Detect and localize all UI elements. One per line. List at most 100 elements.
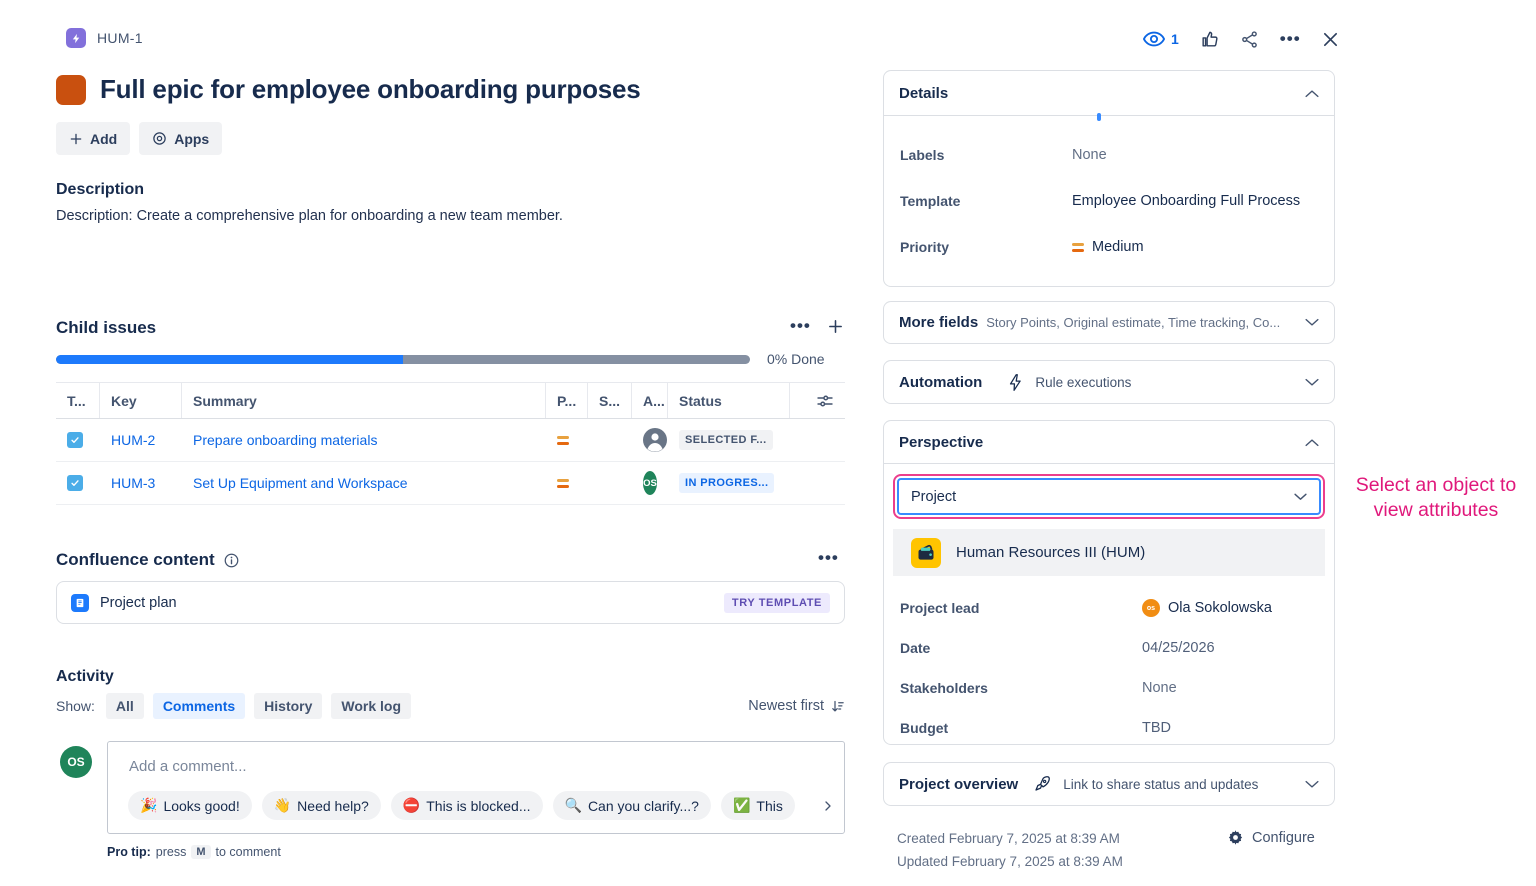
table-settings-button[interactable] [790, 383, 845, 418]
field-stakeholders[interactable]: Stakeholders None [900, 680, 1177, 696]
close-button[interactable] [1322, 31, 1339, 48]
field-template[interactable]: Template Employee Onboarding Full Proces… [900, 193, 1301, 209]
chevron-down-icon[interactable] [1305, 378, 1319, 387]
eye-icon [1143, 31, 1165, 47]
add-button[interactable]: Add [56, 122, 131, 155]
issue-summary-link[interactable]: Set Up Equipment and Workspace [193, 475, 408, 491]
project-object-name: Human Resources III (HUM) [956, 544, 1146, 561]
issue-key-link[interactable]: HUM-3 [111, 475, 156, 491]
project-overview-panel[interactable]: Project overview Link to share status an… [883, 762, 1335, 806]
sort-order-button[interactable]: Newest first [748, 698, 845, 714]
comment-input[interactable]: Add a comment... 🎉 Looks good! 👋 Need help… [107, 741, 845, 834]
chevron-down-icon[interactable] [1305, 318, 1319, 327]
info-icon[interactable] [224, 553, 239, 568]
quick-replies-next-button[interactable] [822, 799, 834, 813]
col-type[interactable]: T... [56, 383, 100, 418]
automation-panel[interactable]: Automation Rule executions [883, 360, 1335, 404]
field-priority[interactable]: Priority Medium [900, 239, 1144, 255]
confluence-more-button[interactable]: ••• [818, 548, 839, 567]
apps-button[interactable]: Apps [139, 122, 223, 155]
perspective-object-select[interactable]: Project [897, 478, 1321, 515]
chevron-up-icon[interactable] [1305, 89, 1319, 98]
no-entry-icon: ⛔ [402, 797, 421, 813]
more-fields-summary: Story Points, Original estimate, Time tr… [986, 315, 1281, 330]
thumbs-up-icon [1202, 31, 1218, 47]
issue-key-link[interactable]: HUM-1 [97, 30, 143, 46]
quick-reply-clarify[interactable]: 🔍 Can you clarify...? [552, 791, 711, 820]
automation-heading: Automation [899, 373, 983, 391]
filter-history[interactable]: History [254, 693, 323, 719]
child-issues-heading: Child issues [56, 318, 157, 337]
child-issues-more-button[interactable]: ••• [790, 316, 811, 335]
description-body[interactable]: Description: Create a comprehensive plan… [56, 208, 563, 224]
more-fields-panel[interactable]: More fields Story Points, Original estim… [883, 301, 1335, 344]
activity-heading: Activity [56, 668, 114, 685]
field-date[interactable]: Date 04/25/2026 [900, 640, 1215, 656]
confluence-page-title[interactable]: Project plan [100, 594, 177, 611]
col-status[interactable]: Status [668, 383, 790, 418]
assignee-avatar[interactable]: OS [643, 471, 657, 495]
share-icon [1241, 30, 1257, 48]
issue-summary-link[interactable]: Prepare onboarding materials [193, 432, 378, 448]
field-budget[interactable]: Budget TBD [900, 720, 1171, 736]
confluence-heading: Confluence content [56, 550, 215, 569]
issue-key-link[interactable]: HUM-2 [111, 432, 156, 448]
chevron-right-icon [825, 801, 831, 811]
epic-color-swatch[interactable] [56, 74, 86, 105]
document-icon [71, 593, 89, 612]
chevron-up-icon[interactable] [1305, 438, 1319, 447]
child-issues-table: T... Key Summary P... S... A... Status H… [56, 382, 845, 505]
filter-worklog[interactable]: Work log [331, 693, 412, 719]
col-s[interactable]: S... [588, 383, 632, 418]
check-icon: ✅ [732, 797, 751, 813]
progress-fill [56, 355, 403, 364]
quick-reply-this[interactable]: ✅ This [720, 791, 795, 820]
filter-comments[interactable]: Comments [152, 693, 246, 719]
table-row[interactable]: HUM-3 Set Up Equipment and Workspace OS … [56, 462, 845, 505]
chevron-down-icon [1294, 493, 1307, 500]
col-key[interactable]: Key [100, 383, 182, 418]
priority-medium-icon[interactable] [557, 435, 569, 445]
party-icon: 🎉 [140, 797, 158, 813]
table-row[interactable]: HUM-2 Prepare onboarding materials SELEC… [56, 419, 845, 462]
close-icon [1323, 32, 1337, 46]
field-labels[interactable]: Labels None [900, 147, 1107, 163]
keyboard-shortcut-m: M [191, 845, 211, 859]
plus-icon [70, 133, 82, 144]
task-type-icon [67, 432, 83, 448]
quick-reply-need-help[interactable]: 👋 Need help? [261, 791, 381, 820]
field-project-lead[interactable]: Project lead os Ola Sokolowska [900, 599, 1272, 617]
col-summary[interactable]: Summary [182, 383, 546, 418]
try-template-badge[interactable]: TRY TEMPLATE [723, 592, 830, 613]
comment-placeholder: Add a comment... [129, 758, 247, 775]
project-object-item[interactable]: Human Resources III (HUM) [893, 529, 1325, 576]
updated-timestamp: Updated February 7, 2025 at 8:39 AM [897, 854, 1123, 869]
scrolled-field-artifact [1097, 113, 1101, 121]
page-title[interactable]: Full epic for employee onboarding purpos… [100, 74, 641, 104]
pro-tip: Pro tip: press M to comment [107, 845, 281, 859]
col-assignee[interactable]: A... [632, 383, 668, 418]
priority-medium-icon [1072, 242, 1084, 252]
quick-reply-blocked[interactable]: ⛔ This is blocked... [390, 791, 543, 820]
status-badge[interactable]: IN PROGRES... [679, 473, 775, 493]
unassigned-avatar-icon[interactable] [643, 428, 667, 452]
configure-button[interactable]: Configure [1227, 829, 1315, 846]
share-button[interactable] [1240, 30, 1259, 49]
status-badge[interactable]: SELECTED F... [679, 430, 773, 450]
annotation-text: Select an object to view attributes [1355, 474, 1517, 521]
col-priority[interactable]: P... [546, 383, 588, 418]
chevron-down-icon[interactable] [1305, 780, 1319, 789]
priority-medium-icon[interactable] [557, 478, 569, 488]
filter-all[interactable]: All [105, 693, 144, 719]
confluence-page-card[interactable]: Project plan TRY TEMPLATE [56, 581, 845, 624]
like-button[interactable] [1200, 30, 1219, 49]
sort-icon [832, 700, 844, 711]
magnifier-icon: 🔍 [564, 797, 582, 813]
description-heading: Description [56, 181, 145, 198]
more-actions-button[interactable]: ••• [1279, 29, 1301, 48]
add-child-issue-button[interactable] [827, 318, 844, 335]
project-overview-summary: Link to share status and updates [1063, 776, 1259, 792]
watchers-button[interactable]: 1 [1143, 31, 1179, 47]
quick-reply-looks-good[interactable]: 🎉 Looks good! [128, 791, 252, 820]
project-avatar-icon [911, 537, 941, 568]
